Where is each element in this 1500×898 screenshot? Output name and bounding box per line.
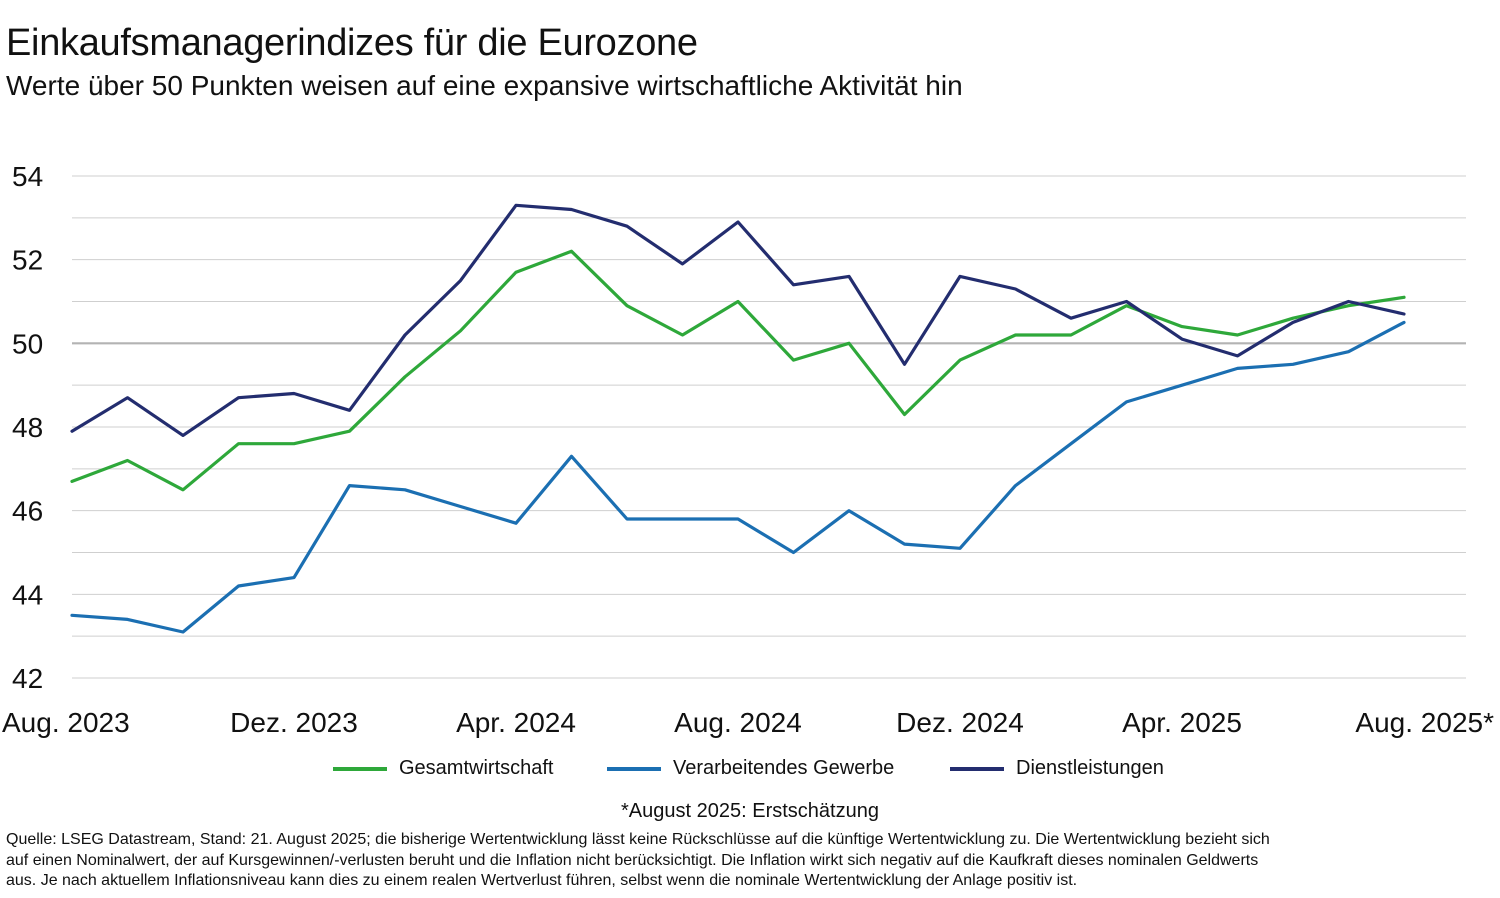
legend-item-dienstleistungen: Dienstleistungen [950,757,1164,780]
y-tick-label: 50 [12,328,43,359]
legend-label: Gesamtwirtschaft [399,757,554,779]
series-line-verarbeitendes-gewerbe [70,320,1406,634]
legend-swatch-gesamtwirtschaft [333,766,387,771]
x-tick-label: Dez. 2023 [230,707,358,738]
x-tick-label: Aug. 2024 [674,707,802,738]
legend-label: Verarbeitendes Gewerbe [673,757,895,779]
line-chart: 42 44 46 48 50 52 54 Aug. 2023 Dez. 2023 Apr. 20… [2,161,1494,738]
y-tick-label: 46 [12,496,43,527]
legend-item-verarbeitendes-gewerbe: Verarbeitendes Gewerbe [607,757,894,780]
y-tick-label: 54 [12,161,43,192]
x-tick-label: Apr. 2025 [1122,707,1242,738]
source-line: aus. Je nach aktuellem Inflationsniveau … [6,872,1078,889]
y-tick-label: 48 [12,412,43,443]
x-tick-label: Aug. 2023 [2,707,130,738]
legend: Gesamtwirtschaft Verarbeitendes Gewerbe … [0,757,1500,783]
source-line: auf einen Nominalwert, der auf Kursgewin… [6,851,1259,869]
y-tick-label: 52 [12,245,43,276]
legend-item-gesamtwirtschaft: Gesamtwirtschaft [333,757,553,780]
series-line-dienstleistungen [70,203,1406,437]
y-tick-label: 44 [12,579,43,610]
y-tick-label: 42 [12,663,43,694]
y-axis-ticks: 42 44 46 48 50 52 54 [12,161,43,694]
grid-lines [72,175,1466,679]
series-line-gesamtwirtschaft [70,249,1406,492]
footnote: *August 2025: Erstschätzung [621,800,879,822]
x-axis-ticks: Aug. 2023 Dez. 2023 Apr. 2024 Aug. 2024 Dez.… [2,707,1494,738]
x-tick-label: Apr. 2024 [456,707,576,738]
legend-label: Dienstleistungen [1016,757,1164,779]
legend-swatch-dienstleistungen [950,766,1004,771]
chart-title: Einkaufsmanagerindizes für die Eurozone [6,22,698,64]
chart-subtitle: Werte über 50 Punkten weisen auf eine ex… [6,70,963,101]
legend-swatch-verarbeitendes-gewerbe [607,766,661,771]
x-tick-label: Aug. 2025* [1355,707,1494,738]
source-text: Quelle: LSEG Datastream, Stand: 21. Augu… [6,830,1494,892]
series-lines [70,203,1406,634]
x-tick-label: Dez. 2024 [896,707,1024,738]
source-line: Quelle: LSEG Datastream, Stand: 21. Augu… [6,831,1270,848]
